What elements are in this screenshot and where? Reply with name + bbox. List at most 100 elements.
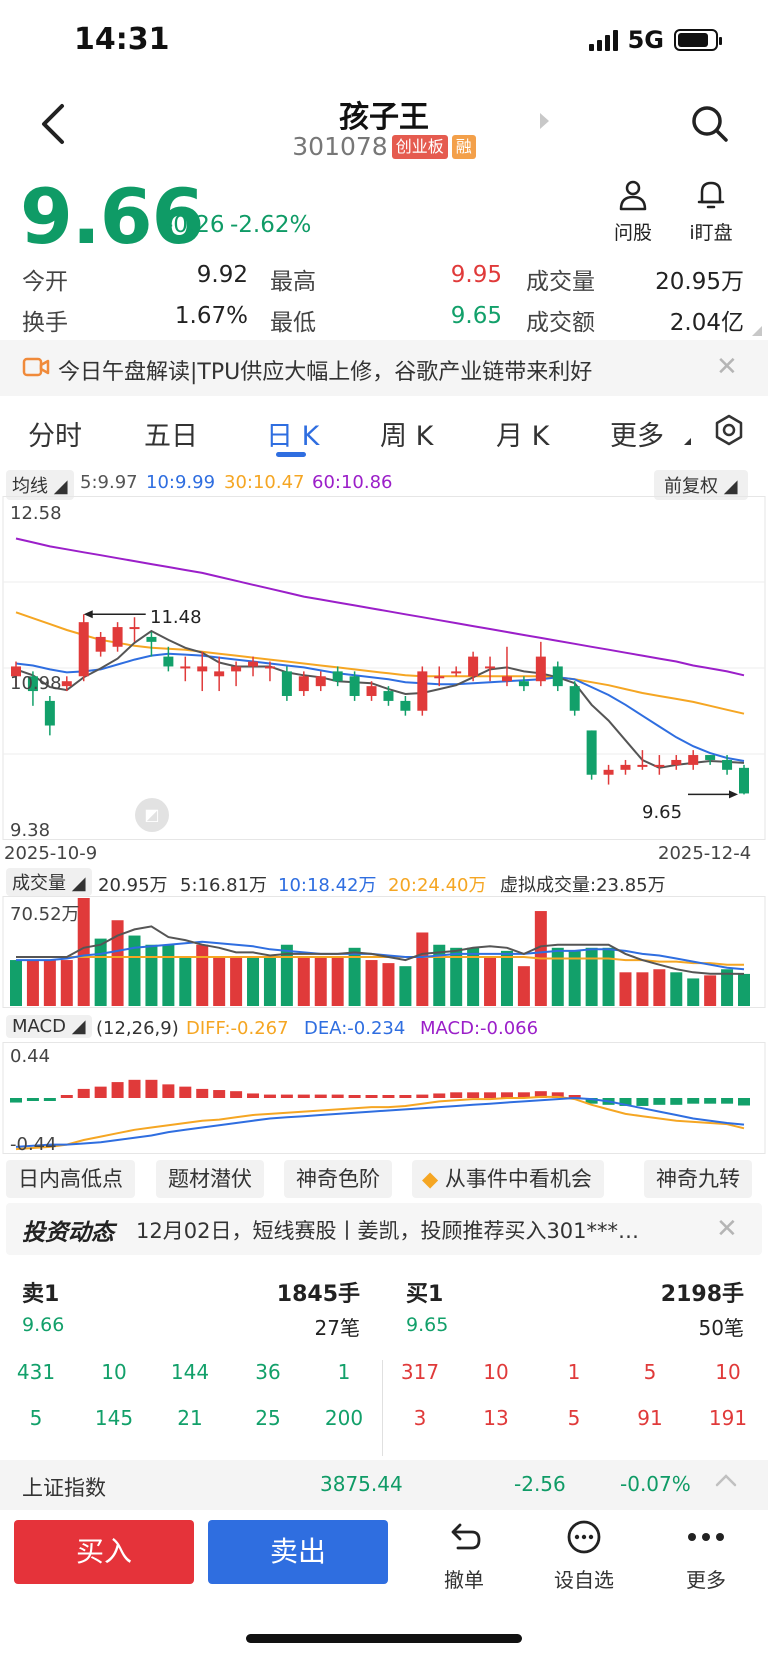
macd-selector-label: MACD	[12, 1016, 66, 1037]
candle-body	[569, 686, 580, 711]
volume-chart[interactable]	[0, 896, 768, 1008]
adjust-selector-label: 前复权	[664, 476, 718, 497]
kline-chart[interactable]	[0, 496, 768, 840]
tab-month-k[interactable]: 月 K	[496, 421, 550, 452]
macd-bar	[77, 1088, 90, 1098]
ask-stock-button[interactable]: 问股	[598, 178, 668, 245]
volume-bar	[450, 947, 463, 1006]
volume-bar	[331, 956, 344, 1006]
index-change: -2.56	[514, 1472, 566, 1496]
kline-y-top: 12.58	[10, 503, 62, 524]
chip-intraday-high-low[interactable]: 日内高低点	[6, 1160, 135, 1198]
candle-body	[688, 755, 699, 765]
sell-detail-cell: 10	[101, 1360, 127, 1384]
candle-body	[518, 681, 529, 687]
macd-y-bottom: -0.44	[10, 1134, 57, 1155]
draw-tool-icon[interactable]: ◩	[135, 798, 169, 832]
buy-detail-cell: 10	[715, 1360, 741, 1384]
kline-high-marker: 11.48	[150, 607, 202, 628]
volume-bar	[416, 932, 429, 1006]
volume-bar	[484, 956, 497, 1006]
volume-bar	[162, 944, 175, 1006]
chip-event-opportunity[interactable]: ◆ 从事件中看机会	[412, 1160, 604, 1198]
ma-selector-button[interactable]: 均线 ◢	[6, 470, 74, 500]
candle-body	[44, 700, 55, 726]
volume-bar	[433, 944, 446, 1006]
chip-magic-nine[interactable]: 神奇九转	[644, 1160, 752, 1198]
tab-more[interactable]: 更多	[610, 421, 664, 452]
macd-bar	[399, 1095, 412, 1098]
chip-theme-ambush[interactable]: 题材潜伏	[156, 1160, 264, 1198]
high-value: 9.95	[450, 262, 502, 288]
tab-five-day[interactable]: 五日	[144, 421, 198, 452]
news-close-icon[interactable]: ✕	[716, 352, 738, 382]
buy-button[interactable]: 买入	[14, 1520, 194, 1584]
watch-alert-button[interactable]: i盯盘	[676, 178, 746, 245]
volume-bar	[26, 960, 39, 1006]
candle-body	[180, 666, 191, 669]
candle-body	[11, 666, 21, 677]
tab-intraday[interactable]: 分时	[28, 421, 82, 452]
chip-color-scale[interactable]: 神奇色阶	[284, 1160, 392, 1198]
chevron-up-icon[interactable]	[714, 1472, 738, 1492]
expand-corner-icon[interactable]	[752, 326, 762, 336]
sell1-price: 9.66	[22, 1314, 65, 1336]
candle-body	[315, 676, 326, 687]
volume-bar	[467, 947, 480, 1006]
candle-body	[366, 686, 377, 696]
ma30-line	[15, 611, 745, 715]
index-value: 3875.44	[320, 1472, 403, 1496]
macd-bar	[365, 1095, 378, 1098]
adjust-selector-button[interactable]: 前复权 ◢	[654, 470, 748, 500]
candle-body	[485, 666, 496, 669]
high-annotation-arrow	[83, 610, 93, 619]
search-button[interactable]	[690, 104, 730, 144]
more-label: 更多	[686, 1568, 726, 1592]
macd-bar	[687, 1098, 700, 1104]
stock-name: 孩子王	[339, 100, 429, 135]
back-button[interactable]	[36, 100, 76, 148]
status-indicators: 5G	[588, 26, 722, 54]
macd-bar	[348, 1095, 361, 1098]
macd-selector-button[interactable]: MACD ◢	[6, 1015, 92, 1038]
investment-news-close-icon[interactable]: ✕	[716, 1214, 738, 1244]
cancel-order-button[interactable]: 撤单	[424, 1518, 504, 1593]
candle-body	[163, 656, 174, 667]
sell-button[interactable]: 卖出	[208, 1520, 388, 1584]
sell-detail-cell: 431	[16, 1360, 56, 1384]
index-bar[interactable]	[0, 1460, 768, 1510]
volume-value: 20.95万	[655, 269, 744, 295]
sell-detail-cell: 200	[324, 1406, 364, 1430]
investment-news-bar[interactable]	[6, 1203, 762, 1255]
macd-bar	[534, 1091, 547, 1098]
settings-button[interactable]	[712, 413, 746, 451]
macd-bar	[263, 1094, 276, 1098]
news-banner-text[interactable]: 今日午盘解读|TPU供应大幅上修，谷歌产业链带来利好	[58, 360, 593, 385]
tab-week-k[interactable]: 周 K	[380, 421, 434, 452]
volume-bar	[145, 944, 158, 1006]
macd-bar	[314, 1094, 327, 1098]
volume-bar	[704, 975, 717, 1006]
buy1-qty: 2198手	[660, 1282, 744, 1307]
volume-bar	[230, 956, 243, 1006]
tab-day-k[interactable]: 日 K	[266, 421, 320, 452]
candle-body	[739, 767, 749, 794]
add-watchlist-button[interactable]: 设自选	[544, 1518, 624, 1593]
volume-y-top: 70.52万	[10, 904, 80, 925]
news-banner[interactable]	[0, 340, 768, 396]
macd-chart[interactable]	[0, 1042, 768, 1154]
ma5-line	[15, 629, 745, 769]
next-stock-arrow-icon[interactable]	[540, 113, 549, 129]
more-button[interactable]: 更多	[666, 1518, 746, 1593]
volume-selector-button[interactable]: 成交量 ◢	[6, 868, 92, 896]
investment-news-text[interactable]: 12月02日，短线赛股丨姜凯，投顾推荐买入301***…	[136, 1219, 640, 1243]
buy1-price: 9.65	[406, 1314, 449, 1336]
index-change-pct: -0.07%	[620, 1472, 691, 1496]
macd-bar	[721, 1098, 734, 1104]
volume-bar	[128, 935, 141, 1006]
sell-detail-cell: 5	[29, 1406, 43, 1430]
buy-detail-cell: 5	[567, 1406, 581, 1430]
kline-y-bottom: 9.38	[10, 820, 51, 841]
volume-bar	[10, 960, 22, 1006]
stock-code-row: 301078 创业板 融	[0, 132, 768, 161]
